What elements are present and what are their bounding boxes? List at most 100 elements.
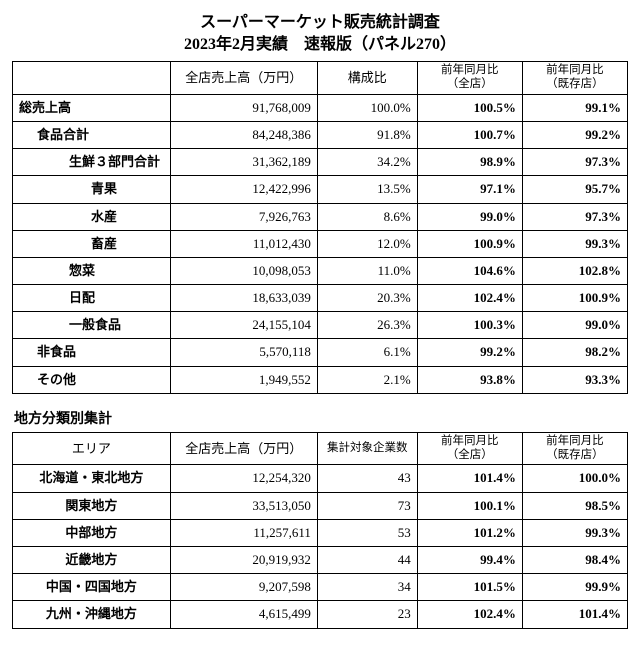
row-ratio: 2.1% <box>317 366 417 393</box>
table-row: 九州・沖縄地方4,615,49923102.4%101.4% <box>13 601 628 628</box>
row-yoy-all: 101.5% <box>417 574 522 601</box>
row-yoy-all: 104.6% <box>417 257 522 284</box>
row-label: 非食品 <box>13 339 171 366</box>
row-yoy-exist: 100.0% <box>522 465 627 492</box>
row-yoy-exist: 97.3% <box>522 149 627 176</box>
header-sales: 全店売上高（万円） <box>170 62 317 95</box>
row-yoy-exist: 99.3% <box>522 230 627 257</box>
row-label: 食品合計 <box>13 121 171 148</box>
row-ratio: 34.2% <box>317 149 417 176</box>
row-yoy-all: 102.4% <box>417 601 522 628</box>
row-yoy-all: 98.9% <box>417 149 522 176</box>
region-sales-table: エリア 全店売上高（万円） 集計対象企業数 前年同月比 （全店） 前年同月比 （… <box>12 432 628 629</box>
row-yoy-all: 99.0% <box>417 203 522 230</box>
title-line-2: 2023年2月実績 速報版（パネル270） <box>12 34 628 56</box>
header-yoy-all: 前年同月比 （全店） <box>417 432 522 465</box>
row-yoy-all: 102.4% <box>417 285 522 312</box>
header-count: 集計対象企業数 <box>317 432 417 465</box>
row-ratio: 8.6% <box>317 203 417 230</box>
table-row: 水産7,926,7638.6%99.0%97.3% <box>13 203 628 230</box>
table-row: 畜産11,012,43012.0%100.9%99.3% <box>13 230 628 257</box>
row-yoy-all: 100.3% <box>417 312 522 339</box>
row-label: 日配 <box>13 285 171 312</box>
row-yoy-all: 100.9% <box>417 230 522 257</box>
row-yoy-exist: 98.4% <box>522 547 627 574</box>
row-sales: 4,615,499 <box>170 601 317 628</box>
table-row: 一般食品24,155,10426.3%100.3%99.0% <box>13 312 628 339</box>
row-count: 34 <box>317 574 417 601</box>
row-label: 一般食品 <box>13 312 171 339</box>
table-row: 惣菜10,098,05311.0%104.6%102.8% <box>13 257 628 284</box>
row-label: 水産 <box>13 203 171 230</box>
region-section-heading: 地方分類別集計 <box>14 408 628 428</box>
row-sales: 7,926,763 <box>170 203 317 230</box>
row-count: 44 <box>317 547 417 574</box>
table-header-row: エリア 全店売上高（万円） 集計対象企業数 前年同月比 （全店） 前年同月比 （… <box>13 432 628 465</box>
row-count: 53 <box>317 519 417 546</box>
category-sales-table: 全店売上高（万円） 構成比 前年同月比 （全店） 前年同月比 （既存店） 総売上… <box>12 61 628 394</box>
report-title: スーパーマーケット販売統計調査 2023年2月実績 速報版（パネル270） <box>12 12 628 55</box>
table-row: 総売上高91,768,009100.0%100.5%99.1% <box>13 94 628 121</box>
row-sales: 24,155,104 <box>170 312 317 339</box>
header-yoy-all: 前年同月比 （全店） <box>417 62 522 95</box>
row-sales: 20,919,932 <box>170 547 317 574</box>
row-ratio: 91.8% <box>317 121 417 148</box>
row-ratio: 13.5% <box>317 176 417 203</box>
table-row: 日配18,633,03920.3%102.4%100.9% <box>13 285 628 312</box>
row-area: 九州・沖縄地方 <box>13 601 171 628</box>
row-yoy-exist: 97.3% <box>522 203 627 230</box>
row-sales: 31,362,189 <box>170 149 317 176</box>
row-label: 総売上高 <box>13 94 171 121</box>
row-label: 青果 <box>13 176 171 203</box>
table-row: 近畿地方20,919,9324499.4%98.4% <box>13 547 628 574</box>
row-label: 生鮮３部門合計 <box>13 149 171 176</box>
row-count: 43 <box>317 465 417 492</box>
row-sales: 10,098,053 <box>170 257 317 284</box>
title-line-1: スーパーマーケット販売統計調査 <box>12 12 628 34</box>
row-yoy-all: 100.1% <box>417 492 522 519</box>
row-sales: 12,254,320 <box>170 465 317 492</box>
row-count: 23 <box>317 601 417 628</box>
row-yoy-all: 101.2% <box>417 519 522 546</box>
table-row: 中国・四国地方9,207,59834101.5%99.9% <box>13 574 628 601</box>
row-label: その他 <box>13 366 171 393</box>
table-row: 中部地方11,257,61153101.2%99.3% <box>13 519 628 546</box>
row-yoy-exist: 101.4% <box>522 601 627 628</box>
row-yoy-exist: 100.9% <box>522 285 627 312</box>
row-yoy-exist: 95.7% <box>522 176 627 203</box>
row-yoy-exist: 99.9% <box>522 574 627 601</box>
row-sales: 18,633,039 <box>170 285 317 312</box>
header-yoy-exist: 前年同月比 （既存店） <box>522 62 627 95</box>
row-yoy-all: 101.4% <box>417 465 522 492</box>
row-yoy-all: 97.1% <box>417 176 522 203</box>
row-ratio: 12.0% <box>317 230 417 257</box>
row-label: 畜産 <box>13 230 171 257</box>
row-yoy-all: 99.2% <box>417 339 522 366</box>
row-yoy-all: 100.5% <box>417 94 522 121</box>
row-area: 中部地方 <box>13 519 171 546</box>
row-count: 73 <box>317 492 417 519</box>
row-yoy-all: 99.4% <box>417 547 522 574</box>
row-label: 惣菜 <box>13 257 171 284</box>
table-row: 生鮮３部門合計31,362,18934.2%98.9%97.3% <box>13 149 628 176</box>
row-yoy-exist: 102.8% <box>522 257 627 284</box>
table-row: 青果12,422,99613.5%97.1%95.7% <box>13 176 628 203</box>
row-sales: 91,768,009 <box>170 94 317 121</box>
row-area: 中国・四国地方 <box>13 574 171 601</box>
row-area: 関東地方 <box>13 492 171 519</box>
row-yoy-exist: 93.3% <box>522 366 627 393</box>
table-row: その他1,949,5522.1%93.8%93.3% <box>13 366 628 393</box>
row-ratio: 11.0% <box>317 257 417 284</box>
table-row: 非食品5,570,1186.1%99.2%98.2% <box>13 339 628 366</box>
row-ratio: 20.3% <box>317 285 417 312</box>
row-yoy-exist: 98.5% <box>522 492 627 519</box>
table-row: 関東地方33,513,05073100.1%98.5% <box>13 492 628 519</box>
header-blank <box>13 62 171 95</box>
row-sales: 12,422,996 <box>170 176 317 203</box>
row-yoy-exist: 99.3% <box>522 519 627 546</box>
row-yoy-exist: 99.0% <box>522 312 627 339</box>
row-sales: 84,248,386 <box>170 121 317 148</box>
row-sales: 11,012,430 <box>170 230 317 257</box>
row-sales: 33,513,050 <box>170 492 317 519</box>
row-ratio: 100.0% <box>317 94 417 121</box>
